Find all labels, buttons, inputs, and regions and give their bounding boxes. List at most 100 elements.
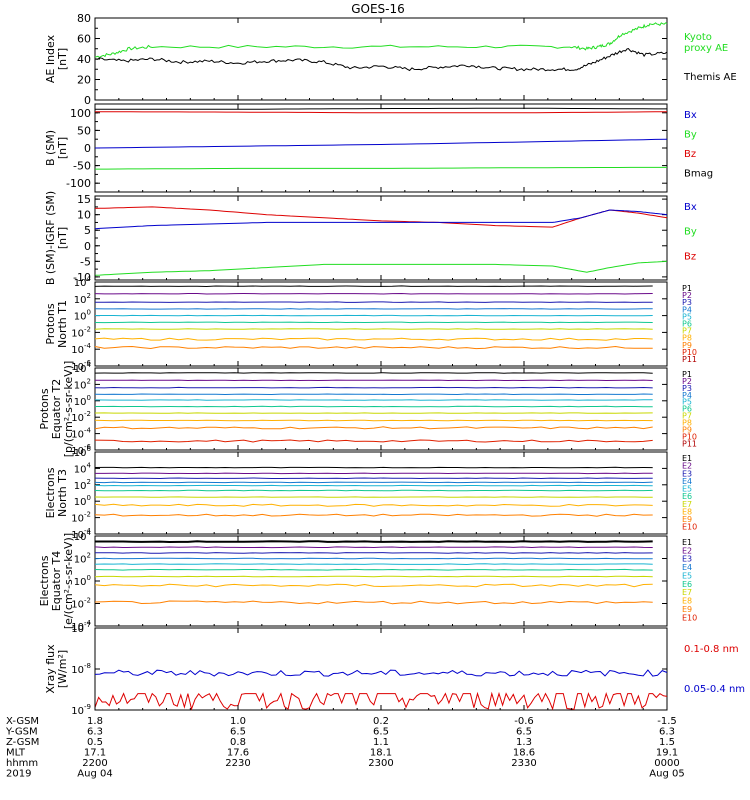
y-tick-label: 10-2 bbox=[71, 325, 91, 339]
legend-e2: E2 bbox=[682, 546, 692, 555]
legend-e3: E3 bbox=[682, 469, 692, 478]
legend-e7: E7 bbox=[682, 500, 692, 509]
series-e4 bbox=[94, 481, 653, 484]
y-tick-label: 0 bbox=[84, 142, 91, 155]
y-tick-label: 50 bbox=[77, 124, 91, 137]
series-bz bbox=[94, 206, 668, 228]
y-axis-label: ProtonsEquator T2[p/(cm²-s-sr-keV)] bbox=[38, 361, 75, 458]
legend-0-1-0-8-nm: 0.1-0.8 nm bbox=[684, 644, 739, 655]
panel-frame bbox=[94, 627, 668, 711]
y-axis-label: AE Index[nT] bbox=[44, 34, 69, 83]
panel-frame bbox=[94, 535, 668, 627]
legend-p1: P1 bbox=[682, 370, 692, 379]
legend-p5: P5 bbox=[682, 398, 692, 407]
legend-p8: P8 bbox=[682, 334, 692, 343]
ephem-value: Aug 04 bbox=[77, 769, 112, 780]
series-e1 bbox=[94, 466, 653, 469]
legend-by: By bbox=[684, 130, 697, 141]
y-tick-label: 10-9 bbox=[71, 703, 91, 717]
series-e7 bbox=[94, 575, 653, 578]
ephem-value: 2330 bbox=[511, 758, 536, 769]
y-tick-label: -50 bbox=[73, 160, 91, 173]
ephem-value: 0.2 bbox=[373, 716, 389, 727]
ephem-value: 2200 bbox=[82, 758, 107, 769]
ephem-label-z-gsm: Z-GSM bbox=[6, 737, 39, 748]
series-e4 bbox=[94, 557, 653, 560]
y-tick-label: 100 bbox=[74, 394, 91, 408]
y-tick-label: 10-4 bbox=[71, 342, 91, 356]
series-p10 bbox=[94, 439, 653, 443]
ephem-label-2019: 2019 bbox=[6, 769, 31, 780]
ephem-value: 17.6 bbox=[227, 748, 249, 759]
y-tick-label: 104 bbox=[74, 529, 92, 543]
legend-e9: E9 bbox=[682, 515, 692, 524]
legend-p3: P3 bbox=[682, 384, 692, 393]
legend-bmag: Bmag bbox=[684, 169, 713, 180]
series-e9 bbox=[94, 513, 653, 517]
legend-p6: P6 bbox=[682, 320, 692, 329]
series-p8 bbox=[94, 337, 653, 341]
legend-p7: P7 bbox=[682, 327, 692, 336]
plot-title: GOES-16 bbox=[351, 2, 405, 16]
series-xray-short bbox=[94, 669, 668, 677]
ephem-value: 6.5 bbox=[230, 727, 246, 738]
legend-bz: Bz bbox=[684, 251, 696, 262]
panel-bigrf: -10 -5 0 5 10 15 B (SM)-IGRF (SM)[nT] Bx By Bz bbox=[44, 191, 697, 285]
legend-p4: P4 bbox=[682, 305, 692, 314]
y-axis-label: ElectronsEquator T4[e/(cm²-s-sr-keV)] bbox=[38, 533, 75, 629]
legend-e8: E8 bbox=[682, 597, 692, 606]
ephem-value: 1.8 bbox=[87, 716, 103, 727]
y-tick-label: 102 bbox=[74, 478, 91, 492]
y-axis-label: ElectronsNorth T3 bbox=[44, 467, 69, 518]
legend-e6: E6 bbox=[682, 580, 692, 589]
legend-bz: Bz bbox=[684, 149, 696, 160]
ephem-value: Aug 05 bbox=[649, 769, 684, 780]
ephem-label-y-gsm: Y-GSM bbox=[5, 727, 38, 738]
legend-e9: E9 bbox=[682, 605, 692, 614]
ephem-value: 1.5 bbox=[659, 737, 675, 748]
y-tick-label: 10 bbox=[77, 209, 91, 222]
legend-e7: E7 bbox=[682, 588, 692, 597]
y-tick-label: 5 bbox=[84, 224, 91, 237]
series-e5 bbox=[94, 484, 653, 487]
y-tick-label: 10-2 bbox=[71, 511, 91, 525]
panel-frame bbox=[94, 17, 668, 101]
legend-p10: P10 bbox=[682, 348, 697, 357]
series-bz bbox=[94, 111, 668, 114]
legend-p1: P1 bbox=[682, 284, 692, 293]
y-tick-label: 80 bbox=[77, 12, 91, 25]
ephem-value: 0000 bbox=[654, 758, 679, 769]
y-tick-label: 10-8 bbox=[71, 662, 91, 676]
ephem-value: 6.5 bbox=[516, 727, 532, 738]
series-p1 bbox=[94, 372, 653, 374]
y-tick-label: 102 bbox=[74, 552, 91, 566]
y-tick-label: 106 bbox=[74, 445, 92, 459]
series-p9 bbox=[94, 426, 653, 430]
series-p4 bbox=[94, 308, 653, 310]
series-themis-ae bbox=[94, 48, 668, 72]
ephem-value: 2230 bbox=[225, 758, 250, 769]
ephem-value: 0.5 bbox=[87, 737, 103, 748]
legend-e8: E8 bbox=[682, 507, 692, 516]
legend-e10: E10 bbox=[682, 523, 697, 532]
legend-p11: P11 bbox=[682, 355, 697, 364]
ephem-label-hhmm: hhmm bbox=[6, 758, 38, 769]
series-p4 bbox=[94, 393, 653, 396]
series-e2 bbox=[95, 472, 653, 475]
ephem-label-x-gsm: X-GSM bbox=[6, 716, 39, 727]
series-e8 bbox=[94, 583, 653, 588]
series-p6 bbox=[94, 321, 653, 324]
series-e3 bbox=[94, 552, 653, 554]
legend-e5: E5 bbox=[682, 571, 692, 580]
ephem-value: 18.1 bbox=[370, 748, 392, 759]
series-p2 bbox=[94, 292, 653, 295]
series-p3 bbox=[95, 301, 653, 303]
y-tick-label: -100 bbox=[66, 177, 91, 190]
ephem-value: 0.8 bbox=[230, 737, 246, 748]
series-bx bbox=[94, 138, 668, 149]
